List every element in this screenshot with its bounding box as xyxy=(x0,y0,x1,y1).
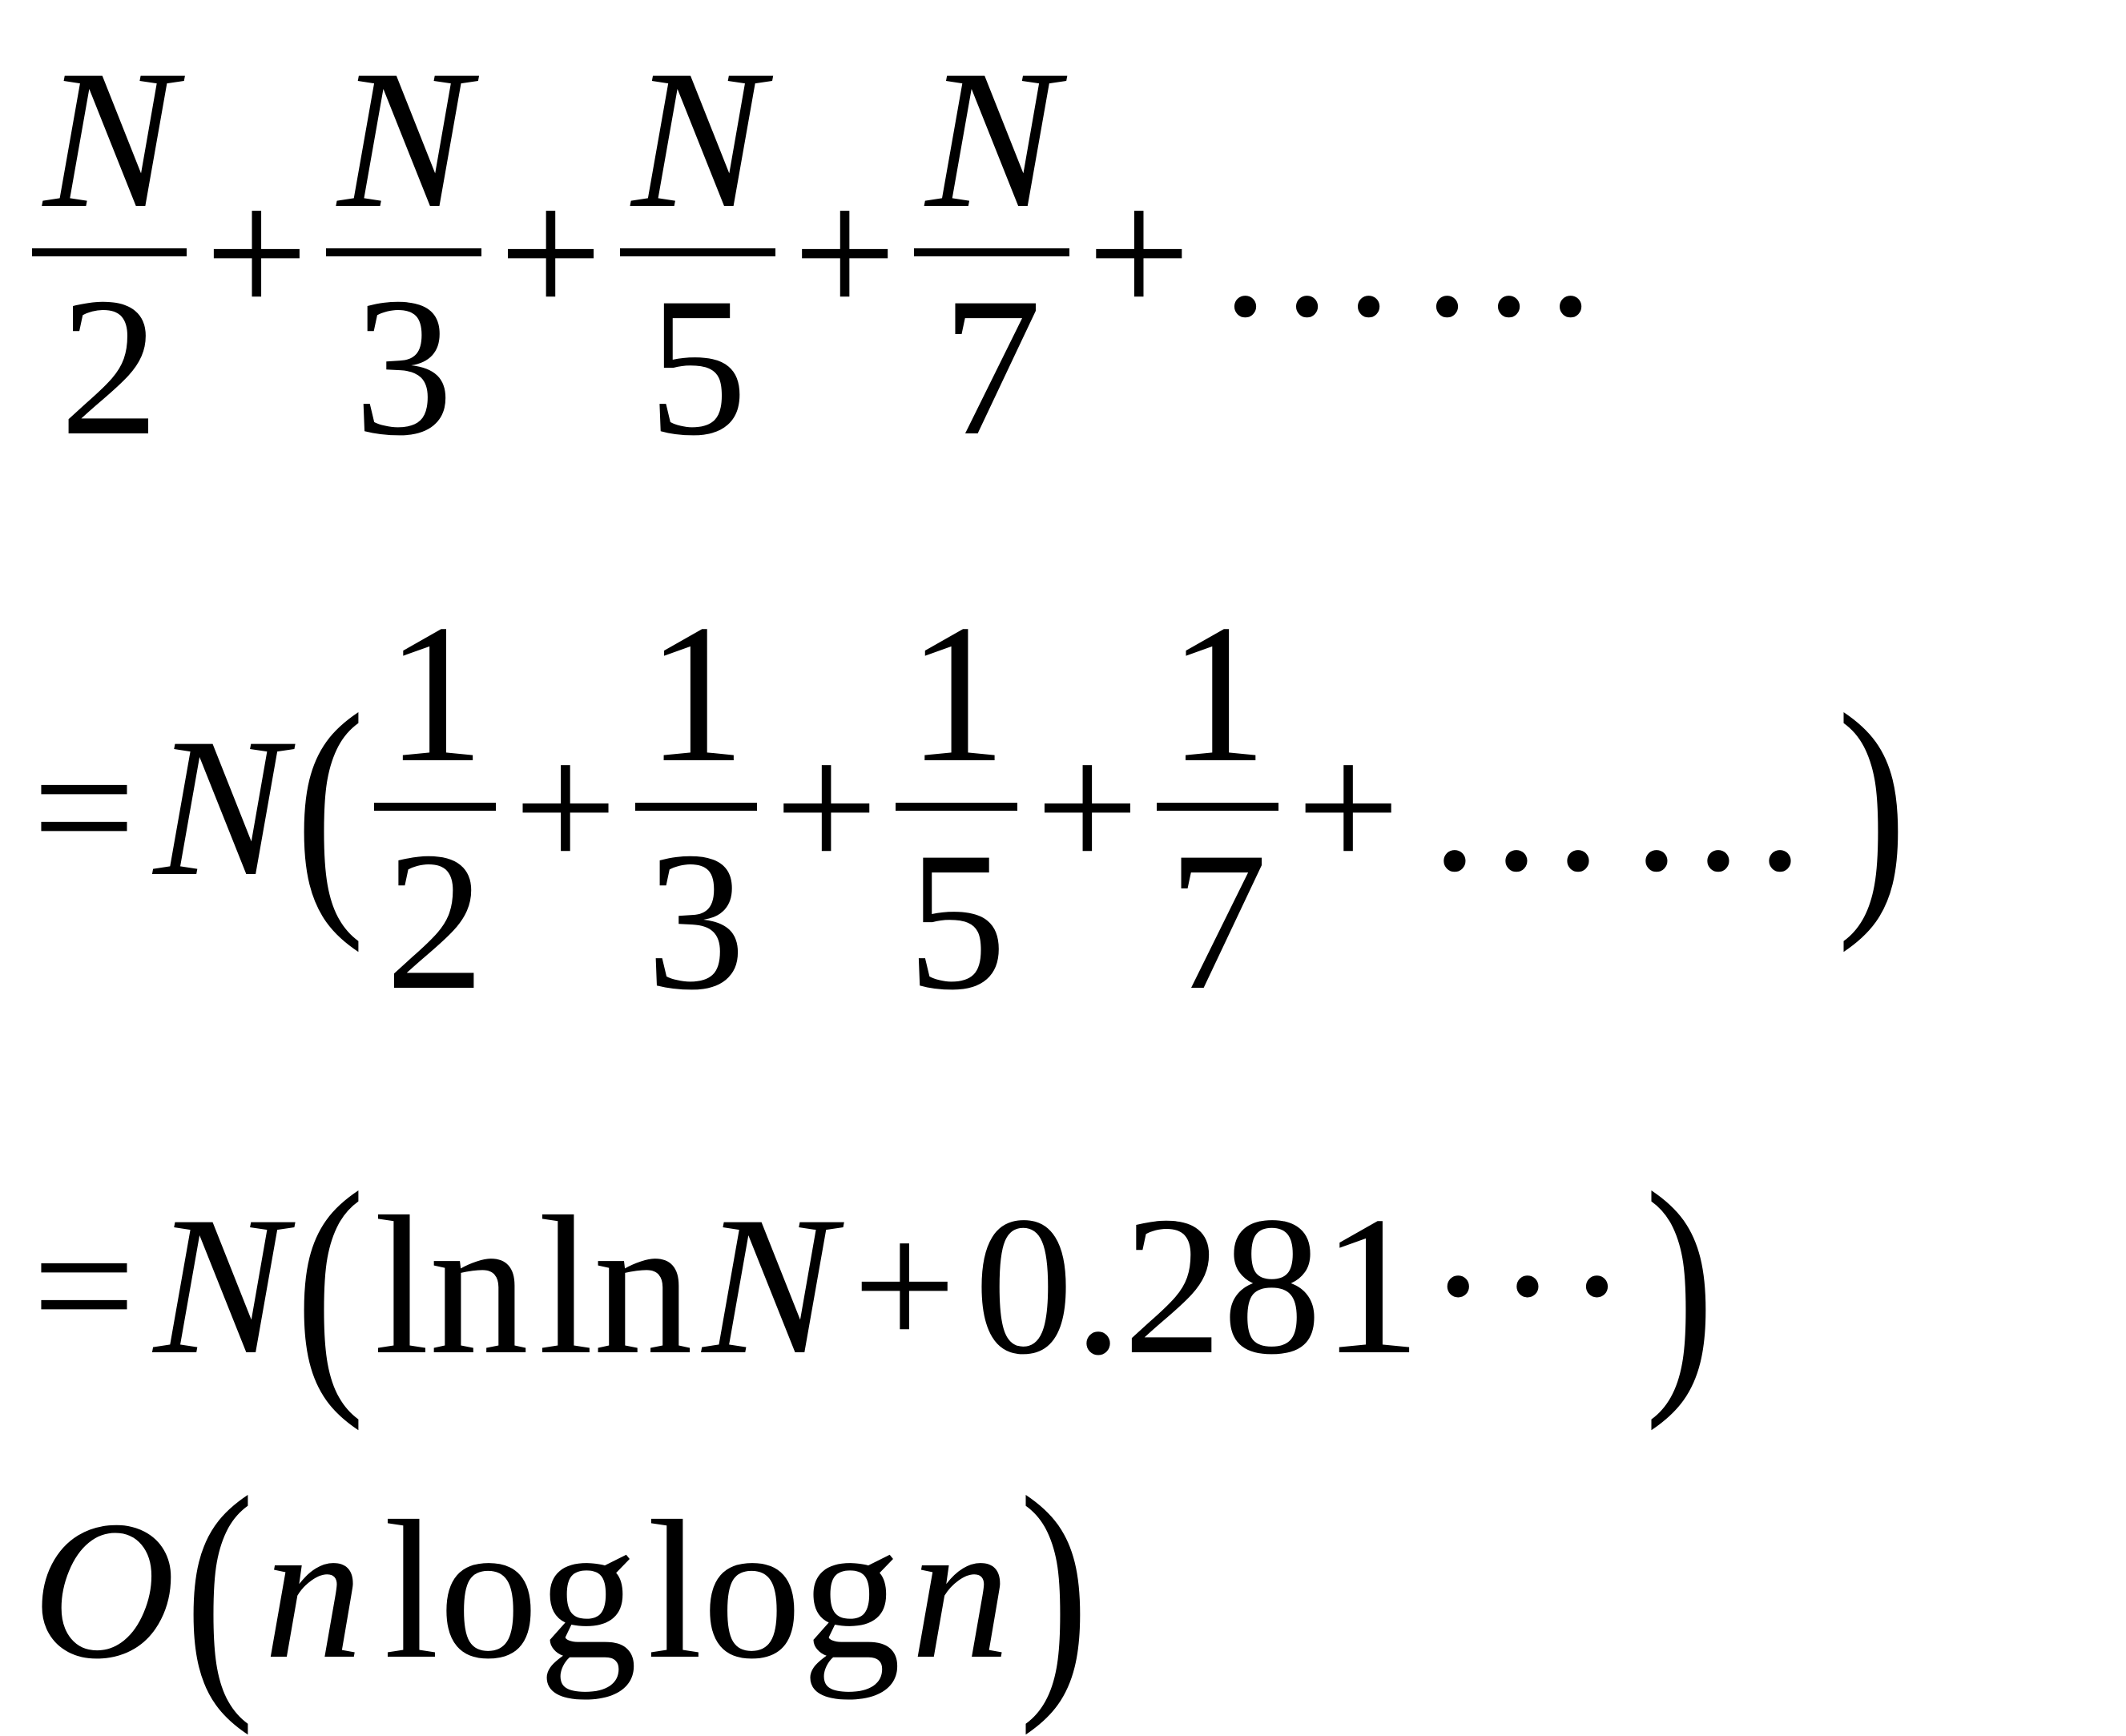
plus-sign: + xyxy=(498,151,603,355)
denominator: 3 xyxy=(353,256,453,477)
open-paren: ( xyxy=(295,661,366,953)
fraction-n-over-2: N 2 xyxy=(32,40,187,466)
equals-sign: = xyxy=(32,1183,136,1388)
variable-n: n xyxy=(264,1480,364,1700)
close-paren: ) xyxy=(1018,1444,1089,1736)
plus-sign: + xyxy=(204,151,309,355)
ln-function: ln xyxy=(374,1175,529,1396)
fraction-bar xyxy=(634,803,757,811)
plus-sign: + xyxy=(1086,151,1191,355)
fraction-1-over-3: 1 3 xyxy=(634,583,757,1031)
variable-n: n xyxy=(910,1480,1010,1700)
fraction-bar xyxy=(896,803,1018,811)
log-function: log xyxy=(384,1480,638,1700)
open-paren: ( xyxy=(184,1444,256,1736)
fraction-1-over-5: 1 5 xyxy=(896,583,1018,1031)
fraction-bar xyxy=(1157,803,1279,811)
fraction-bar xyxy=(620,248,775,256)
open-paren: ( xyxy=(295,1139,366,1432)
plus-sign: + xyxy=(774,705,879,909)
formula-line-2: = N ( 1 2 + 1 3 + 1 5 + 1 7 + …… ) xyxy=(32,594,1916,1021)
plus-sign: + xyxy=(852,1183,956,1388)
plus-sign: + xyxy=(1035,705,1140,909)
numerator: 1 xyxy=(1168,583,1268,804)
close-paren: ) xyxy=(1836,661,1907,953)
fraction-bar xyxy=(326,248,481,256)
fraction-bar xyxy=(32,248,187,256)
fraction-1-over-7: 1 7 xyxy=(1157,583,1279,1031)
variable-n: N xyxy=(153,1175,287,1396)
log-function: log xyxy=(646,1480,901,1700)
plus-sign: + xyxy=(1296,705,1400,909)
numerator: N xyxy=(337,29,470,249)
formula-line-3: = N ( ln ln N + 0.281 ··· ) xyxy=(32,1154,1724,1418)
denominator: 5 xyxy=(647,256,747,477)
ellipsis: …… xyxy=(1423,705,1828,909)
numerator: 1 xyxy=(646,583,746,804)
plus-sign: + xyxy=(513,705,618,909)
fraction-bar xyxy=(374,803,497,811)
fraction-n-over-3: N 3 xyxy=(326,40,481,466)
formula-line-1: N 2 + N 3 + N 5 + N 7 + …… xyxy=(32,40,1619,466)
numerator: N xyxy=(43,29,176,249)
variable-n: N xyxy=(702,1175,836,1396)
denominator: 2 xyxy=(385,811,485,1031)
numerator: N xyxy=(925,29,1058,249)
denominator: 7 xyxy=(942,256,1042,477)
ellipsis: ··· xyxy=(1427,1183,1636,1388)
variable-n: N xyxy=(153,697,287,917)
formula-line-4: O ( n log log n ) xyxy=(32,1458,1098,1722)
equals-sign: = xyxy=(32,705,136,909)
close-paren: ) xyxy=(1644,1139,1715,1432)
formula-page: { "line1": { "terms": [ {"num": "N", "de… xyxy=(32,39,1916,1722)
plus-sign: + xyxy=(792,151,897,355)
constant-value: 0.281 xyxy=(974,1175,1421,1396)
fraction-1-over-2: 1 2 xyxy=(374,583,497,1031)
denominator: 7 xyxy=(1168,811,1268,1031)
fraction-n-over-5: N 5 xyxy=(620,40,775,466)
denominator: 3 xyxy=(646,811,746,1031)
denominator: 5 xyxy=(907,811,1007,1031)
denominator: 2 xyxy=(59,256,159,477)
numerator: 1 xyxy=(907,583,1007,804)
numerator: N xyxy=(631,29,764,249)
ln-function: ln xyxy=(538,1175,693,1396)
ellipsis: …… xyxy=(1214,151,1619,355)
fraction-n-over-7: N 7 xyxy=(914,40,1069,466)
big-o-symbol: O xyxy=(32,1480,176,1700)
fraction-bar xyxy=(914,248,1069,256)
numerator: 1 xyxy=(385,583,485,804)
